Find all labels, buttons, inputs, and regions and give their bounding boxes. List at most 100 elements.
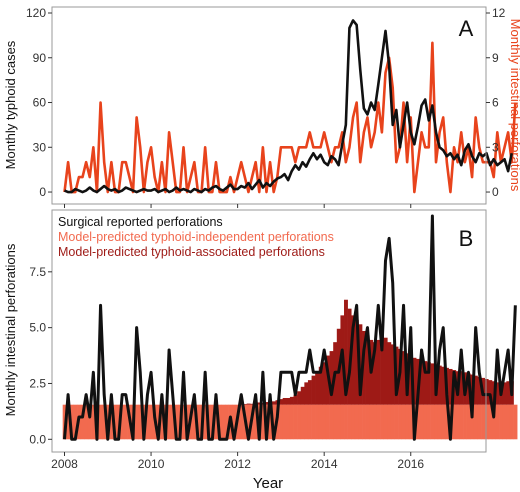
legend-entry: Model-predicted typhoid-associated perfo… [58, 245, 325, 259]
bar-typhoid-independent [365, 404, 370, 440]
bar-typhoid-independent [340, 404, 345, 440]
bar-typhoid-associated [477, 376, 482, 405]
bar-typhoid-independent [372, 404, 377, 440]
bar-typhoid-independent [225, 404, 229, 440]
bar-typhoid-independent [390, 404, 395, 440]
bar-typhoid-independent [423, 404, 428, 440]
bar-typhoid-independent [452, 404, 457, 440]
bar-typhoid-independent [329, 404, 334, 440]
bar-typhoid-associated [488, 380, 493, 405]
bar-typhoid-associated [484, 379, 489, 405]
bar-typhoid-associated [362, 331, 366, 405]
bar-typhoid-associated [390, 344, 395, 405]
bar-typhoid-independent [434, 404, 439, 440]
panel-a-border [51, 6, 487, 205]
bar-typhoid-independent [160, 404, 164, 440]
bar-typhoid-independent [495, 404, 500, 440]
bar-typhoid-associated [304, 382, 309, 405]
bar-typhoid-independent [124, 404, 128, 440]
bar-typhoid-independent [66, 404, 71, 440]
bar-typhoid-associated [376, 339, 381, 405]
bar-typhoid-independent [499, 404, 504, 440]
bar-typhoid-independent [430, 404, 435, 440]
bar-typhoid-associated [354, 319, 359, 405]
bar-typhoid-independent [109, 404, 114, 440]
bar-typhoid-associated [286, 397, 291, 405]
bar-typhoid-independent [408, 404, 413, 440]
bar-typhoid-independent [459, 404, 464, 440]
x-tick-label: 2016 [397, 457, 424, 471]
bar-typhoid-associated [441, 366, 446, 405]
bar-typhoid-independent [325, 404, 330, 440]
bar-typhoid-independent [398, 404, 403, 440]
y-tick-label: 90 [33, 51, 47, 65]
bar-typhoid-independent [509, 404, 514, 440]
bar-typhoid-independent [87, 404, 92, 440]
bar-typhoid-associated [257, 402, 262, 405]
bar-typhoid-independent [354, 404, 359, 440]
bar-typhoid-independent [445, 404, 449, 440]
x-tick-label: 2012 [224, 457, 251, 471]
bar-typhoid-associated [383, 337, 388, 405]
bar-typhoid-independent [383, 404, 388, 440]
bar-typhoid-independent [441, 404, 446, 440]
bar-typhoid-associated [473, 375, 478, 405]
bar-typhoid-independent [315, 404, 320, 440]
bar-typhoid-independent [311, 404, 316, 440]
bar-typhoid-associated [437, 365, 442, 405]
bar-typhoid-associated [380, 335, 384, 405]
y-tick-label: 60 [33, 96, 47, 110]
bar-typhoid-independent [217, 404, 222, 440]
bar-typhoid-associated [408, 355, 413, 405]
bar-typhoid-independent [351, 404, 356, 440]
bar-typhoid-independent [91, 404, 96, 440]
bar-typhoid-independent [84, 404, 89, 440]
bar-typhoid-independent [358, 404, 363, 440]
bar-typhoid-independent [463, 404, 467, 440]
bar-typhoid-independent [387, 404, 392, 440]
bar-typhoid-associated [344, 299, 348, 405]
x-axis-label: Year [253, 475, 283, 492]
bar-typhoid-associated [246, 403, 251, 405]
y2-tick-label: 6 [492, 96, 499, 110]
bar-typhoid-independent [318, 404, 323, 440]
bar-typhoid-associated [243, 404, 247, 405]
bar-typhoid-associated [322, 362, 327, 405]
bar-typhoid-independent [362, 404, 366, 440]
bar-typhoid-independent [286, 404, 291, 440]
x-tick-label: 2010 [138, 457, 165, 471]
bar-typhoid-associated [365, 335, 370, 405]
x-tick-label: 2014 [311, 457, 338, 471]
bar-typhoid-independent [80, 404, 85, 440]
bar-typhoid-independent [192, 404, 197, 440]
bar-typhoid-independent [437, 404, 442, 440]
y-tick-label: 0 [39, 185, 46, 199]
panel-a: A Monthly typhoid cases Monthly intestin… [3, 6, 520, 208]
bar-typhoid-independent [466, 404, 471, 440]
bar-typhoid-associated [419, 360, 424, 405]
bar-typhoid-independent [470, 404, 475, 440]
bar-typhoid-associated [426, 362, 431, 405]
bar-typhoid-independent [134, 404, 139, 440]
bar-typhoid-independent [167, 404, 172, 440]
bar-typhoid-associated [289, 396, 294, 405]
panel-b-label: B [459, 226, 474, 251]
y-tick-label: 120 [26, 6, 46, 20]
y-tick-label: 0.0 [29, 432, 46, 446]
bar-typhoid-independent [98, 404, 103, 440]
bar-typhoid-independent [261, 404, 265, 440]
bar-typhoid-associated [430, 363, 435, 405]
bar-typhoid-independent [401, 404, 406, 440]
bar-typhoid-independent [502, 404, 507, 440]
bar-typhoid-independent [344, 404, 348, 440]
bar-typhoid-independent [149, 404, 154, 440]
bar-typhoid-independent [73, 404, 78, 440]
bar-typhoid-independent [376, 404, 381, 440]
panel-b-ylabel: Monthly intestinal perforations [3, 243, 18, 416]
y-tick-label: 7.5 [29, 265, 46, 279]
y-tick-label: 5.0 [29, 321, 46, 335]
bar-typhoid-independent [380, 404, 384, 440]
bar-typhoid-independent [196, 404, 201, 440]
bar-typhoid-independent [405, 404, 410, 440]
